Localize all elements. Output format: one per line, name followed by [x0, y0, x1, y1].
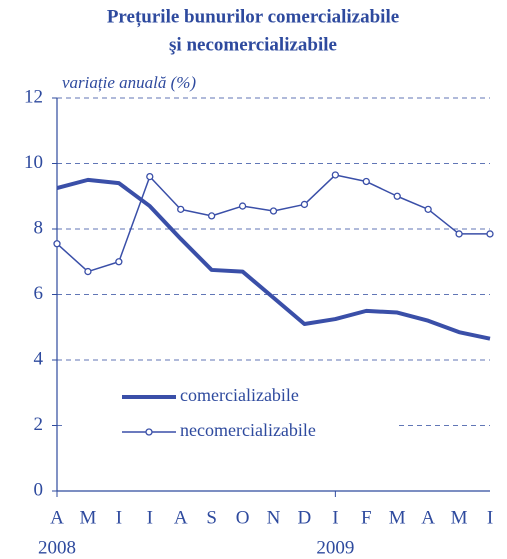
legend-box: [62, 378, 396, 450]
x-tick-label: N: [267, 507, 281, 528]
marker: [393, 192, 401, 200]
marker: [424, 205, 432, 214]
y-tick-label: 0: [34, 479, 44, 500]
y-tick-label: 2: [34, 414, 44, 435]
y-tick-label: 4: [34, 348, 44, 369]
x-tick-label: D: [298, 507, 312, 528]
marker: [238, 202, 247, 210]
marker: [331, 171, 340, 179]
x-tick-label: A: [50, 507, 64, 528]
marker: [269, 207, 278, 215]
x-tick-label: I: [332, 507, 338, 528]
x-tick-label: M: [389, 507, 406, 528]
marker: [207, 212, 216, 220]
x-tick-label: F: [361, 507, 372, 528]
marker: [115, 258, 123, 266]
x-tick-label: M: [451, 507, 468, 528]
y-tick-label: 6: [34, 283, 44, 304]
year-label: 2008: [38, 537, 76, 558]
legend-label: comercializabile: [180, 385, 299, 405]
y-tick-label: 12: [24, 86, 43, 107]
marker: [146, 172, 154, 181]
x-tick-label: I: [147, 507, 153, 528]
x-tick-label: A: [421, 507, 435, 528]
x-tick-label: M: [79, 507, 96, 528]
chart-title: Prețurile bunurilor comercializabile: [107, 6, 399, 27]
marker: [455, 230, 463, 238]
x-tick-label: A: [174, 507, 188, 528]
x-tick-label: O: [236, 507, 250, 528]
y-tick-label: 8: [34, 217, 44, 238]
line: [56, 174, 490, 273]
x-tick-label: S: [206, 507, 217, 528]
line: [56, 177, 491, 341]
year-label: 2009: [316, 537, 354, 558]
legend-label: necomercializabile: [180, 420, 316, 440]
marker: [362, 177, 370, 186]
marker: [84, 267, 92, 276]
x-tick-label: I: [487, 507, 493, 528]
marker: [177, 205, 185, 214]
legend-marker: [145, 428, 153, 436]
marker: [300, 200, 309, 209]
marker: [53, 240, 61, 248]
y-axis-label: variație anuală (%): [62, 73, 196, 92]
marker: [486, 230, 494, 238]
y-tick-label: 10: [24, 152, 43, 173]
x-tick-label: I: [116, 507, 122, 528]
chart-subtitle: şi necomercializabile: [169, 34, 337, 55]
